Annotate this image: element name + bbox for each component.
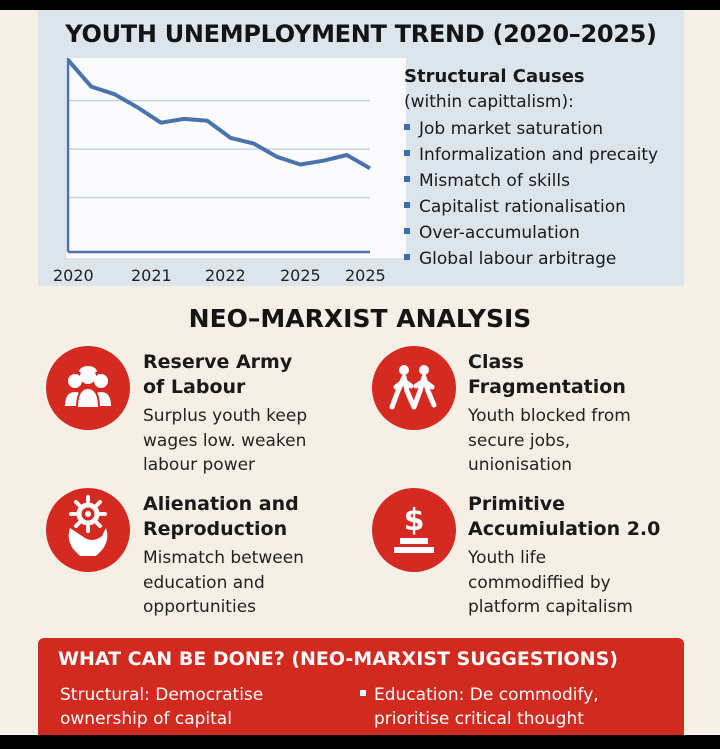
x-tick-label: 2021 — [131, 266, 172, 285]
workers-group-icon — [46, 346, 130, 430]
bullet-icon — [404, 254, 410, 260]
action-line: Structural: Democratise — [60, 685, 264, 705]
bullet-icon — [404, 176, 410, 182]
x-tick-label: 2020 — [53, 266, 94, 285]
action-line: prioritise critical thought — [374, 709, 584, 729]
item-body-line: unionisation — [468, 455, 573, 475]
top-frame-bar — [0, 0, 720, 10]
trend-panel: YOUTH UNEMPLOYMENT TREND (2020–2025) 202… — [38, 10, 684, 286]
svg-text:$: $ — [404, 503, 425, 538]
cause-item: Over-accumulation — [404, 223, 580, 243]
item-title-line: Reserve Army — [143, 351, 293, 373]
bullet-icon — [404, 150, 410, 156]
cause-label: Capitalist rationalisation — [419, 197, 626, 217]
bullet-icon — [404, 202, 410, 208]
item-body-line: labour power — [143, 455, 256, 475]
actions-box: WHAT CAN BE DONE? (NEO-MARXIST SUGGESTIO… — [38, 638, 684, 748]
item-title-line: Class — [468, 351, 524, 373]
item-title-line: Alienation and — [143, 493, 299, 515]
causes-subheading: (within capittalism): — [404, 92, 574, 112]
cause-item: Informalization and precaity — [404, 145, 658, 165]
item-title-line: Reproduction — [143, 518, 288, 540]
bottom-frame-bar — [0, 735, 720, 749]
item-body: Youth blocked from secure jobs, unionisa… — [468, 404, 688, 478]
x-tick-label: 2025 — [345, 266, 386, 285]
bullet-icon — [404, 124, 410, 130]
cause-item: Global labour arbitrage — [404, 249, 616, 269]
x-tick-label: 2025 — [280, 266, 321, 285]
walking-people-icon — [372, 346, 456, 430]
head-gear-icon — [46, 488, 130, 572]
cause-item: Job market saturation — [404, 119, 603, 139]
item-body: Surplus youth keep wages low. weaken lab… — [143, 404, 363, 478]
item-body-line: wages low. weaken — [143, 430, 307, 451]
item-title: Alienation and Reproduction — [143, 492, 363, 542]
cause-label: Informalization and precaity — [419, 145, 659, 165]
bullet-icon — [404, 228, 410, 234]
item-title-line: Primitive — [468, 493, 565, 515]
action-line: ownership of capital — [60, 709, 232, 729]
item-body: Youth life commodiffied by platform capi… — [468, 546, 688, 620]
cause-label: Mismatch of skills — [419, 171, 570, 191]
item-body-line: education and — [143, 572, 265, 593]
item-body: Mismatch between education and opportuni… — [143, 546, 363, 620]
cause-item: Capitalist rationalisation — [404, 197, 626, 217]
analysis-title: NEO–MARXIST ANALYSIS — [188, 304, 532, 333]
action-structural: Structural: Democratise ownership of cap… — [60, 683, 340, 731]
item-body-line: Surplus youth keep — [143, 406, 308, 426]
action-line: Education: De commodify, — [360, 683, 640, 707]
cause-item: Mismatch of skills — [404, 171, 570, 191]
action-education: Education: De commodify, prioritise crit… — [360, 683, 640, 731]
item-title: Primitive Accumiulation 2.0 — [468, 492, 688, 542]
trend-line-chart — [66, 58, 371, 254]
item-body-line: Youth blocked from — [468, 406, 631, 426]
item-body-line: Youth life — [468, 548, 547, 568]
cause-label: Job market saturation — [419, 119, 604, 139]
item-title-line: Accumiulation 2.0 — [468, 518, 661, 540]
item-title: Class Fragmentation — [468, 350, 688, 400]
item-body-line: commodiffied by — [468, 572, 611, 593]
item-body-line: secure jobs, — [468, 430, 571, 451]
dollar-hand-icon: $ — [372, 488, 456, 572]
series-line — [66, 58, 371, 171]
item-title-line: of Labour — [143, 376, 246, 398]
causes-heading: Structural Causes — [404, 66, 585, 87]
item-body-line: Mismatch between — [143, 548, 304, 568]
item-body-line: platform capitalism — [468, 597, 633, 617]
item-title-line: Fragmentation — [468, 376, 626, 398]
action-text: Education: De commodify, — [374, 685, 599, 705]
actions-title: WHAT CAN BE DONE? (NEO-MARXIST SUGGESTIO… — [58, 648, 618, 670]
item-body-line: opportunities — [143, 597, 257, 617]
bullet-icon — [360, 690, 366, 696]
item-title: Reserve Army of Labour — [143, 350, 363, 400]
x-tick-label: 2022 — [205, 266, 246, 285]
cause-label: Global labour arbitrage — [419, 249, 617, 269]
cause-label: Over-accumulation — [419, 223, 580, 243]
trend-title: YOUTH UNEMPLOYMENT TREND (2020–2025) — [65, 20, 657, 48]
